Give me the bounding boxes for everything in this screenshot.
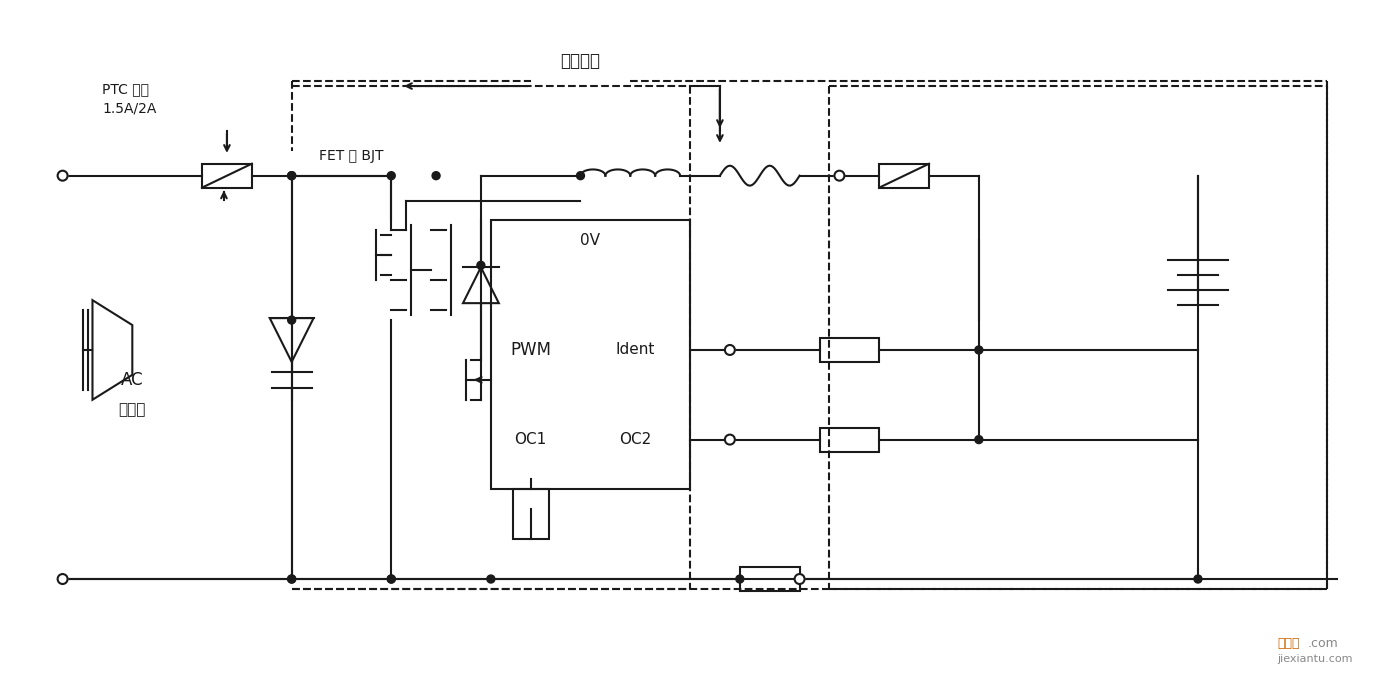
Circle shape bbox=[387, 172, 395, 180]
FancyBboxPatch shape bbox=[490, 221, 690, 490]
Text: jiexiantu.com: jiexiantu.com bbox=[1278, 654, 1354, 664]
Circle shape bbox=[577, 172, 584, 180]
Circle shape bbox=[57, 171, 67, 180]
Circle shape bbox=[387, 575, 395, 583]
Circle shape bbox=[432, 172, 440, 180]
Circle shape bbox=[288, 575, 296, 583]
Circle shape bbox=[736, 575, 743, 583]
Circle shape bbox=[288, 172, 296, 180]
Circle shape bbox=[725, 434, 735, 445]
Circle shape bbox=[387, 575, 395, 583]
Text: PWM: PWM bbox=[510, 341, 552, 359]
Circle shape bbox=[975, 346, 983, 354]
Circle shape bbox=[725, 345, 735, 355]
Text: AC: AC bbox=[122, 371, 144, 389]
Text: .com: .com bbox=[1308, 637, 1338, 650]
Circle shape bbox=[488, 575, 495, 583]
Circle shape bbox=[975, 436, 983, 443]
Text: 适配器: 适配器 bbox=[119, 402, 147, 417]
Circle shape bbox=[1194, 575, 1201, 583]
Text: Ident: Ident bbox=[616, 343, 655, 358]
Text: OC2: OC2 bbox=[619, 432, 651, 447]
Text: FET 或 BJT: FET 或 BJT bbox=[319, 148, 384, 163]
Text: OC1: OC1 bbox=[514, 432, 546, 447]
Text: PTC 装置: PTC 装置 bbox=[102, 82, 149, 96]
Circle shape bbox=[288, 172, 296, 180]
Circle shape bbox=[288, 575, 296, 583]
Text: 1.5A/2A: 1.5A/2A bbox=[102, 102, 156, 116]
Text: 0V: 0V bbox=[580, 233, 601, 248]
Circle shape bbox=[288, 316, 296, 324]
Circle shape bbox=[795, 574, 805, 584]
Text: 接线图: 接线图 bbox=[1278, 637, 1301, 650]
Circle shape bbox=[57, 574, 67, 584]
Text: 过压保护: 过压保护 bbox=[560, 52, 601, 70]
Circle shape bbox=[476, 262, 485, 269]
Circle shape bbox=[834, 171, 844, 180]
